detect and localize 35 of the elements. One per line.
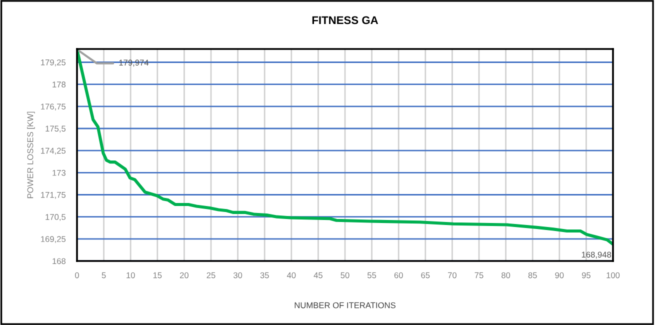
x-tick-label: 70 bbox=[448, 272, 457, 278]
y-tick-label: 179,25 bbox=[41, 59, 66, 66]
y-tick-label: 176,75 bbox=[41, 104, 66, 111]
y-tick-label: 174,25 bbox=[41, 148, 66, 155]
y-tick-label: 175,5 bbox=[46, 126, 66, 133]
x-tick-label: 40 bbox=[286, 272, 296, 278]
x-tick-label: 15 bbox=[153, 272, 162, 278]
x-tick-label: 80 bbox=[502, 272, 510, 278]
y-axis-title: POWER LOSSES [KW] bbox=[27, 112, 35, 198]
x-tick-label: 85 bbox=[528, 272, 537, 278]
x-tick-label: 25 bbox=[206, 272, 216, 278]
y-tick-label: 173 bbox=[52, 170, 66, 176]
x-tick-label: 75 bbox=[474, 272, 484, 278]
chart-title: FITNESS GA bbox=[312, 16, 378, 24]
annotation: 168,948 bbox=[582, 252, 612, 259]
x-tick-label: 65 bbox=[421, 272, 430, 278]
x-tick-label: 100 bbox=[606, 272, 620, 278]
y-tick-label: 168 bbox=[52, 258, 66, 264]
x-axis-title: NUMBER OF ITERATIONS bbox=[294, 302, 396, 308]
x-tick-label: 45 bbox=[314, 272, 322, 278]
x-tick-label: 5 bbox=[102, 272, 106, 278]
y-tick-label: 170,5 bbox=[46, 214, 66, 221]
x-tick-label: 0 bbox=[75, 272, 79, 278]
x-tick-label: 95 bbox=[582, 272, 590, 278]
y-tick-label: 169,25 bbox=[41, 236, 66, 244]
x-tick-label: 90 bbox=[555, 272, 564, 278]
x-tick-label: 35 bbox=[260, 272, 269, 278]
x-tick-label: 20 bbox=[180, 272, 189, 278]
x-tick-label: 50 bbox=[340, 272, 350, 278]
x-tick-label: 10 bbox=[126, 272, 135, 278]
x-tick-label: 60 bbox=[394, 272, 403, 278]
y-tick-label: 178 bbox=[52, 82, 66, 88]
x-tick-label: 30 bbox=[233, 272, 242, 278]
y-tick-label: 171,75 bbox=[41, 192, 66, 199]
x-tick-label: 55 bbox=[368, 272, 376, 278]
